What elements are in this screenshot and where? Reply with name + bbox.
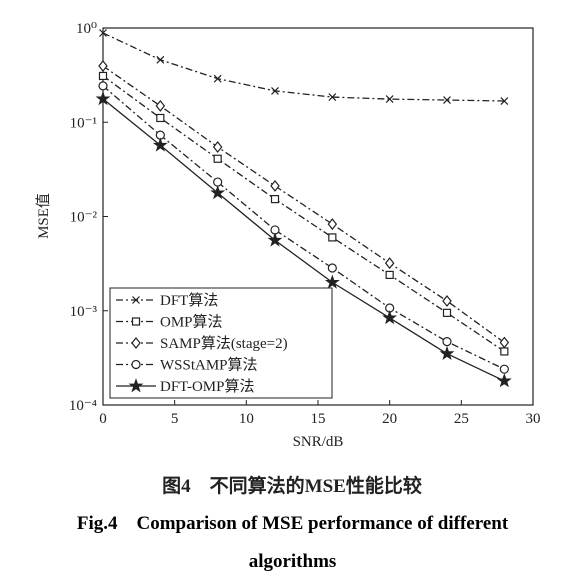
marker bbox=[442, 337, 452, 347]
caption-box: Fig.4 Comparison of MSE performance of d… bbox=[76, 513, 509, 572]
marker bbox=[131, 337, 141, 349]
caption-cn: 图4 不同算法的MSE性能比较 bbox=[162, 474, 422, 497]
series-line bbox=[102, 75, 505, 352]
series-line bbox=[102, 85, 505, 370]
x-tick-label: 5 bbox=[171, 411, 179, 427]
marker bbox=[98, 81, 108, 91]
y-axis-label: MSE值 bbox=[35, 193, 52, 239]
marker bbox=[328, 233, 337, 242]
marker bbox=[155, 99, 166, 112]
marker bbox=[496, 373, 512, 388]
series-line bbox=[102, 32, 505, 102]
marker bbox=[327, 263, 337, 273]
x-tick-label: 10 bbox=[239, 411, 254, 427]
legend-label: DFT-OMP算法 bbox=[160, 377, 254, 395]
y-tick-label: 10⁻³ bbox=[70, 304, 98, 320]
x-tick-label: 20 bbox=[382, 411, 397, 427]
x-tick-label: 25 bbox=[454, 411, 469, 427]
legend-label: SAMP算法(stage=2) bbox=[160, 334, 288, 352]
marker bbox=[210, 185, 226, 200]
marker bbox=[442, 308, 452, 317]
marker bbox=[500, 97, 509, 105]
marker bbox=[382, 310, 398, 325]
marker bbox=[131, 359, 141, 370]
series-line bbox=[102, 98, 505, 382]
marker bbox=[271, 86, 279, 95]
marker bbox=[99, 29, 107, 37]
y-tick-label: 10⁻⁴ bbox=[69, 398, 97, 414]
y-tick-label: 10⁻² bbox=[70, 210, 98, 226]
marker bbox=[152, 137, 168, 152]
y-tick-label: 10⁻¹ bbox=[70, 115, 97, 131]
marker bbox=[499, 336, 510, 349]
marker bbox=[270, 179, 280, 192]
x-tick-label: 0 bbox=[99, 411, 107, 427]
marker bbox=[327, 218, 338, 231]
marker bbox=[324, 274, 340, 289]
legend-label: WSStAMP算法 bbox=[160, 356, 258, 374]
marker bbox=[213, 154, 222, 163]
marker bbox=[385, 270, 394, 280]
y-tick-label: 10⁰ bbox=[76, 21, 97, 37]
x-tick-label: 30 bbox=[526, 411, 541, 427]
marker bbox=[270, 194, 280, 204]
caption-en: Fig.4 Comparison of MSE performance of d… bbox=[76, 513, 509, 572]
marker bbox=[98, 71, 108, 81]
marker bbox=[213, 177, 223, 187]
marker bbox=[95, 91, 111, 106]
marker bbox=[442, 295, 452, 307]
marker bbox=[156, 113, 165, 123]
marker bbox=[328, 93, 337, 101]
marker bbox=[128, 378, 144, 393]
marker bbox=[500, 347, 509, 356]
marker bbox=[98, 60, 108, 72]
x-tick-label: 15 bbox=[311, 411, 326, 427]
series-line bbox=[102, 65, 505, 344]
legend-label: DFT算法 bbox=[160, 291, 218, 309]
legend-label: OMP算法 bbox=[160, 313, 223, 331]
marker bbox=[156, 55, 165, 64]
marker bbox=[385, 95, 394, 104]
marker bbox=[439, 345, 455, 361]
marker bbox=[132, 296, 140, 304]
x-axis-label: SNR/dB bbox=[293, 434, 344, 450]
marker bbox=[213, 74, 222, 83]
marker bbox=[212, 141, 223, 153]
marker bbox=[384, 257, 395, 270]
marker bbox=[131, 317, 141, 326]
marker bbox=[499, 364, 509, 374]
marker bbox=[267, 232, 283, 247]
marker bbox=[443, 96, 451, 104]
